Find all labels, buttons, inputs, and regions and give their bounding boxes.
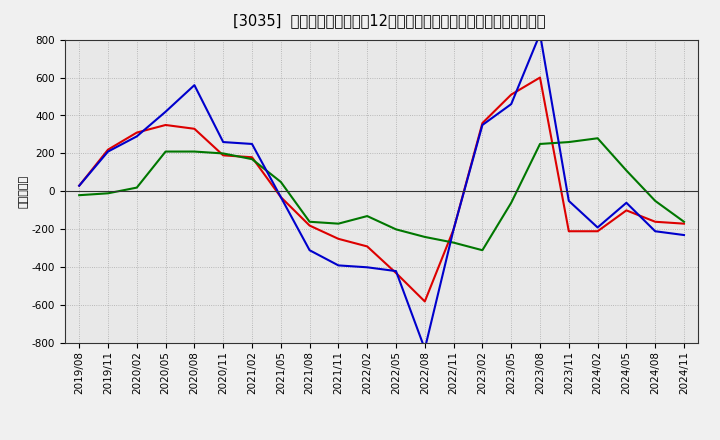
営業CF <box>478 121 487 126</box>
フリーCF <box>507 102 516 107</box>
フリーCF <box>651 229 660 234</box>
フリーCF <box>104 149 112 154</box>
フリーCF <box>478 122 487 128</box>
フリーCF <box>248 141 256 147</box>
投資CF <box>536 141 544 147</box>
投資CF <box>363 213 372 219</box>
投資CF <box>75 193 84 198</box>
営業CF <box>507 92 516 97</box>
フリーCF <box>622 200 631 205</box>
Line: 営業CF: 営業CF <box>79 77 684 301</box>
Line: フリーCF: フリーCF <box>79 34 684 349</box>
Text: [3035]  キャッシュフローの12か月移動合計の対前年同期増減額の推移: [3035] キャッシュフローの12か月移動合計の対前年同期増減額の推移 <box>233 13 545 28</box>
フリーCF <box>680 232 688 238</box>
投資CF <box>507 200 516 205</box>
フリーCF <box>536 31 544 37</box>
営業CF <box>132 130 141 135</box>
投資CF <box>392 227 400 232</box>
投資CF <box>334 221 343 226</box>
フリーCF <box>161 109 170 114</box>
フリーCF <box>363 265 372 270</box>
営業CF <box>651 219 660 224</box>
営業CF <box>536 75 544 80</box>
営業CF <box>75 183 84 188</box>
投資CF <box>161 149 170 154</box>
投資CF <box>564 139 573 145</box>
営業CF <box>622 208 631 213</box>
営業CF <box>104 147 112 152</box>
フリーCF <box>420 346 429 352</box>
投資CF <box>104 191 112 196</box>
フリーCF <box>334 263 343 268</box>
投資CF <box>478 248 487 253</box>
営業CF <box>190 126 199 132</box>
投資CF <box>651 198 660 204</box>
営業CF <box>305 223 314 228</box>
フリーCF <box>132 134 141 139</box>
投資CF <box>593 136 602 141</box>
営業CF <box>564 229 573 234</box>
営業CF <box>680 221 688 226</box>
フリーCF <box>305 248 314 253</box>
営業CF <box>219 153 228 158</box>
投資CF <box>449 240 458 245</box>
投資CF <box>305 219 314 224</box>
営業CF <box>420 299 429 304</box>
投資CF <box>622 168 631 173</box>
投資CF <box>276 179 285 184</box>
営業CF <box>392 270 400 275</box>
営業CF <box>161 122 170 128</box>
投資CF <box>132 185 141 190</box>
投資CF <box>219 151 228 156</box>
フリーCF <box>593 225 602 230</box>
フリーCF <box>75 183 84 188</box>
フリーCF <box>219 139 228 145</box>
フリーCF <box>564 198 573 204</box>
フリーCF <box>190 82 199 88</box>
フリーCF <box>449 227 458 232</box>
営業CF <box>276 194 285 200</box>
営業CF <box>248 154 256 160</box>
投資CF <box>248 157 256 162</box>
投資CF <box>190 149 199 154</box>
営業CF <box>449 227 458 232</box>
フリーCF <box>276 194 285 200</box>
Line: 投資CF: 投資CF <box>79 138 684 250</box>
フリーCF <box>392 268 400 274</box>
営業CF <box>363 244 372 249</box>
投資CF <box>420 234 429 239</box>
投資CF <box>680 219 688 224</box>
営業CF <box>593 229 602 234</box>
営業CF <box>334 236 343 242</box>
Y-axis label: （百万円）: （百万円） <box>19 175 29 208</box>
